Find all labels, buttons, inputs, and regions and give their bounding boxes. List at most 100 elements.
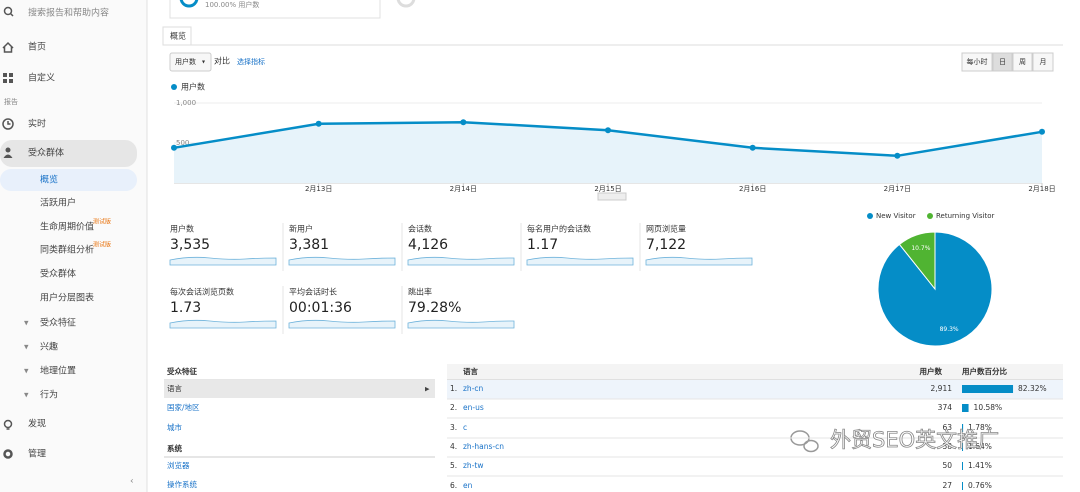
row-highlight xyxy=(447,380,1063,399)
x-tick-label: 2月14日 xyxy=(450,185,477,193)
button[interactable] xyxy=(992,52,1013,72)
row-users: 2,911 xyxy=(931,384,953,393)
dimension-item[interactable]: 城市 xyxy=(167,422,182,432)
x-tick-label: 2月15日 xyxy=(594,185,621,193)
metric-value: 1.17 xyxy=(527,237,558,253)
ring xyxy=(396,0,416,8)
metric-label: 用户数 xyxy=(170,224,194,234)
expand-arrow: ▾ xyxy=(24,367,29,377)
collapse-handle[interactable] xyxy=(597,192,627,201)
sparkline xyxy=(288,256,396,266)
granularity-label[interactable]: 每小时 xyxy=(967,57,988,66)
nav-item[interactable]: 行为 xyxy=(40,389,58,401)
button[interactable] xyxy=(961,52,993,72)
sparkline xyxy=(169,319,277,329)
metric-value: 3,381 xyxy=(289,237,329,253)
search-placeholder[interactable]: 搜索报告和帮助内容 xyxy=(28,7,109,19)
top-card xyxy=(169,0,381,19)
nav-item[interactable]: 同类群组分析 xyxy=(40,244,94,256)
nav-item[interactable]: 受众特征 xyxy=(40,317,76,329)
home-icon xyxy=(2,41,14,53)
pie-slice xyxy=(877,231,993,347)
bulb-icon xyxy=(3,419,13,429)
nav-active-group xyxy=(0,140,137,167)
tab-label[interactable]: 概览 xyxy=(170,31,186,41)
metric-value: 1.73 xyxy=(170,300,201,316)
gear-icon xyxy=(3,449,13,459)
table-header xyxy=(447,364,1063,380)
nav-item[interactable]: 发现 xyxy=(28,418,46,430)
custom-icon xyxy=(9,79,13,83)
metric-value: 7,122 xyxy=(646,237,686,253)
legend-dot xyxy=(171,84,177,90)
row-language[interactable]: en xyxy=(463,481,473,490)
table-header: 用户数 xyxy=(920,366,943,376)
row-language[interactable]: c xyxy=(463,423,467,432)
point xyxy=(1039,128,1045,135)
dimension-item[interactable]: 语言 xyxy=(167,383,182,393)
row-language[interactable]: zh-tw xyxy=(463,461,483,470)
granularity-label[interactable]: 日 xyxy=(999,58,1006,66)
percent-bar xyxy=(962,443,964,451)
metric-value: 4,126 xyxy=(408,237,448,253)
sparkline xyxy=(645,256,753,266)
granularity-label[interactable]: 周 xyxy=(1019,58,1026,66)
nav-item[interactable]: 受众群体 xyxy=(40,268,76,280)
collapse-icon[interactable]: ‹ xyxy=(130,477,134,487)
row-language[interactable]: zh-cn xyxy=(463,384,484,393)
percent-bar xyxy=(962,424,964,432)
percent-bar xyxy=(962,462,963,470)
row-language[interactable]: en-us xyxy=(463,403,484,412)
sparkline xyxy=(407,319,515,329)
row-percent: 82.32% xyxy=(1018,384,1047,393)
metric-dropdown[interactable] xyxy=(169,52,212,72)
point xyxy=(460,119,467,126)
button[interactable] xyxy=(1032,52,1054,72)
clock-icon xyxy=(2,118,14,130)
selected-row xyxy=(164,380,435,398)
granularity-label[interactable]: 月 xyxy=(1040,58,1047,66)
nav-item[interactable]: 首页 xyxy=(28,41,46,53)
audience-icon xyxy=(5,147,11,153)
metric-dropdown-label[interactable]: 用户数 xyxy=(175,57,196,66)
point xyxy=(171,144,177,151)
section-label: 报告 xyxy=(4,97,18,106)
button[interactable] xyxy=(1012,52,1033,72)
audience-icon xyxy=(3,154,13,158)
nav-item[interactable]: 地理位置 xyxy=(40,365,76,377)
dropdown-arrow: ▾ xyxy=(202,59,205,66)
y-tick-label: 500 xyxy=(176,139,189,147)
percent-bar xyxy=(962,404,969,412)
nav-item[interactable]: 受众群体 xyxy=(28,147,64,159)
row-language[interactable]: zh-hans-cn xyxy=(463,442,504,451)
dimension-item[interactable]: 浏览器 xyxy=(167,460,190,470)
compare-label: 对比 xyxy=(214,56,230,66)
sidebar xyxy=(0,0,147,492)
dimension-item[interactable]: 操作系统 xyxy=(167,479,197,489)
metric-value: 00:01:36 xyxy=(289,300,352,316)
table-header: 语言 xyxy=(463,366,478,376)
select-metric[interactable]: 选择指标 xyxy=(237,57,265,66)
dimension-group: 系统 xyxy=(167,443,182,453)
pie-slice xyxy=(898,231,936,291)
nav-item[interactable]: 概览 xyxy=(40,174,58,186)
nav-item[interactable]: 活跃用户 xyxy=(40,197,76,209)
custom-icon xyxy=(3,73,7,77)
nav-item[interactable]: 生命周期价值 xyxy=(40,221,94,233)
row-rank: 6. xyxy=(450,481,457,490)
sparkline xyxy=(526,256,634,266)
nav-item[interactable]: 兴趣 xyxy=(40,341,58,353)
legend-dot xyxy=(867,213,873,219)
nav-item[interactable]: 管理 xyxy=(28,448,46,460)
nav-item[interactable]: 实时 xyxy=(28,118,46,130)
nav-item[interactable]: 用户分层图表 xyxy=(40,292,94,304)
nav-item[interactable]: 自定义 xyxy=(28,72,55,84)
row-users: 58 xyxy=(942,442,952,451)
dimension-item[interactable]: 国家/地区 xyxy=(167,402,200,412)
icons xyxy=(2,6,14,459)
row-users: 63 xyxy=(942,423,952,432)
metric-label: 会话数 xyxy=(408,224,432,234)
search-icon xyxy=(3,6,13,16)
row-rank: 4. xyxy=(450,442,457,451)
row-rank: 3. xyxy=(450,423,457,432)
